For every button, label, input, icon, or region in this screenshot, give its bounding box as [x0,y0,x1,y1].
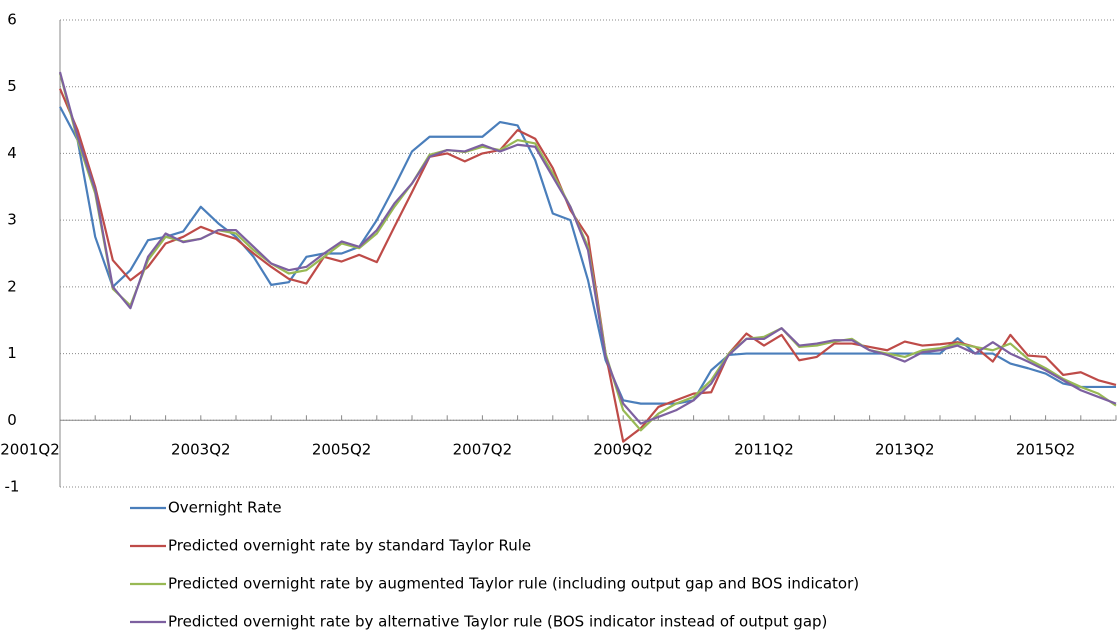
x-tick-label: 2007Q2 [453,441,513,459]
y-tick-label: 1 [7,344,17,362]
series-line [58,88,1117,443]
x-tick-label: 2015Q2 [1016,441,1076,459]
y-tick-label: 6 [7,11,17,29]
legend-label: Overnight Rate [168,499,282,517]
x-tick-label: 2011Q2 [734,441,794,459]
x-tick-label: 2013Q2 [875,441,935,459]
x-tick-label: 2009Q2 [593,441,653,459]
y-tick-label: -1 [5,478,20,496]
x-tick-label: 2001Q2 [0,441,60,459]
y-tick-label: 0 [7,411,17,429]
series-line [58,73,1117,432]
series-line [58,71,1117,425]
legend-label: Predicted overnight rate by augmented Ta… [168,575,859,593]
y-tick-label: 3 [7,211,17,229]
x-tick-label: 2005Q2 [312,441,372,459]
y-tick-label: 4 [7,144,17,162]
y-tick-label: 2 [7,277,17,295]
legend-label: Predicted overnight rate by standard Tay… [168,537,531,555]
x-tick-label: 2003Q2 [171,441,231,459]
series-line [59,106,1116,405]
legend-label: Predicted overnight rate by alternative … [168,613,827,631]
y-tick-label: 5 [7,77,17,95]
